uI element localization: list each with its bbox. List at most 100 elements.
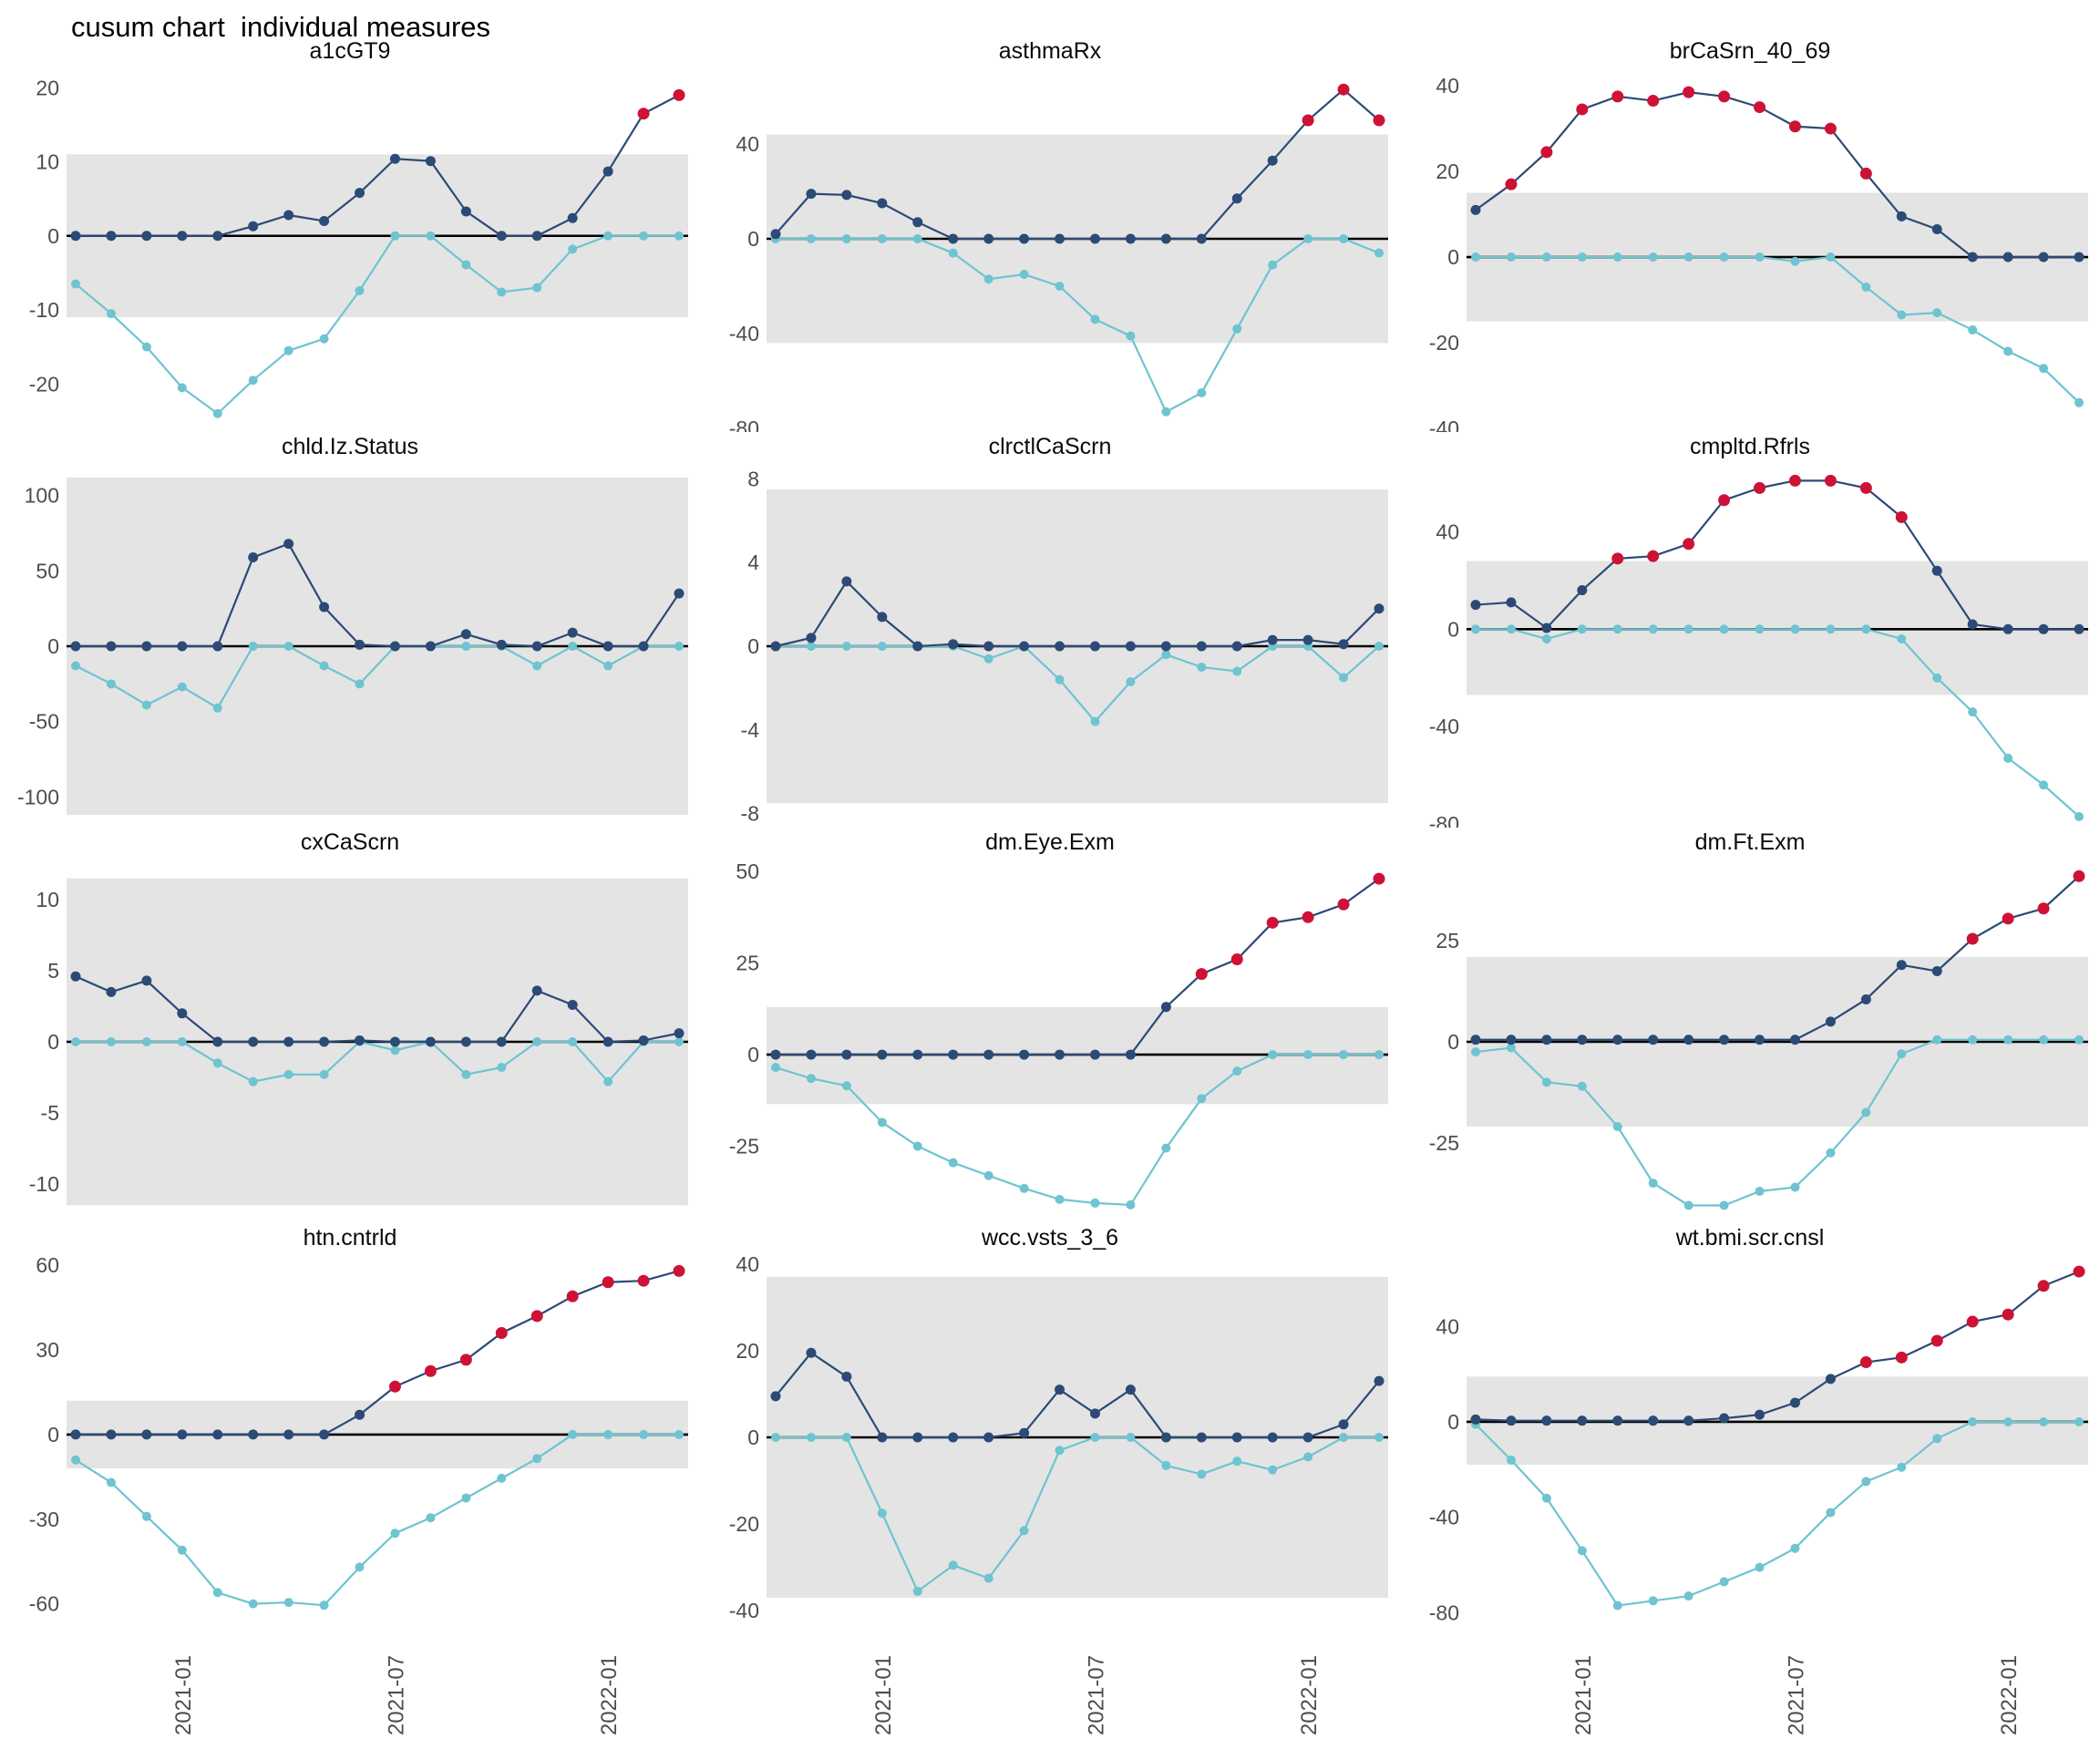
upper-cusum-point (355, 639, 365, 650)
facet-grid: a1cGT9 20 10 0 -10 -20 asthmaRx 40 0 -40 -80 br… (0, 36, 2100, 1742)
upper-cusum-point (1577, 585, 1588, 596)
upper-cusum-point (1577, 1415, 1588, 1426)
upper-cusum-point (141, 641, 152, 652)
y-tick-label: 100 (25, 484, 59, 508)
lower-cusum-point (2039, 780, 2049, 790)
lower-cusum-line (75, 1433, 679, 1607)
y-tick-label: 40 (1436, 74, 1459, 98)
upper-cusum-point (248, 1429, 259, 1440)
signal-point (1788, 474, 1801, 487)
y-tick-label: 0 (47, 1423, 59, 1446)
upper-cusum-point (1506, 1415, 1517, 1426)
lower-cusum-point (674, 642, 684, 651)
lower-cusum-point (1648, 252, 1658, 262)
lower-cusum-point (771, 1063, 780, 1073)
upper-cusum-point (806, 633, 817, 643)
upper-cusum-point (248, 552, 259, 562)
control-band (1467, 561, 2088, 695)
signal-point (1788, 120, 1801, 133)
signal-point (424, 1364, 437, 1377)
lower-cusum-point (1719, 252, 1729, 262)
facet-chart: 8 4 0 -4 -8 (741, 467, 1388, 826)
lower-cusum-point (212, 703, 222, 713)
y-tick-label: 0 (747, 1426, 759, 1449)
signal-point (1824, 474, 1837, 487)
upper-cusum-line (1475, 91, 2079, 259)
lower-cusum-point (983, 274, 993, 284)
upper-cusum-point (70, 641, 81, 652)
lower-cusum-point (497, 1473, 507, 1483)
upper-cusum-point (1019, 233, 1030, 244)
upper-cusum-point (1196, 233, 1207, 244)
lower-cusum-point (141, 342, 151, 352)
lower-cusum-point (1968, 1416, 1978, 1426)
y-tick-label: -10 (29, 1172, 59, 1196)
y-tick-label: 0 (1447, 1410, 1459, 1434)
upper-cusum-point (496, 639, 507, 650)
signal-point (1195, 968, 1208, 981)
signal-point (495, 1326, 508, 1339)
signal-point (1966, 1315, 1979, 1328)
lower-cusum-point (674, 231, 684, 241)
lower-cusum-line (1476, 628, 2080, 818)
upper-cusum-point (141, 975, 152, 986)
upper-cusum-line (775, 88, 1380, 241)
upper-cusum-point (806, 1049, 817, 1060)
lower-cusum-point (2074, 1416, 2084, 1426)
upper-cusum-point (212, 1036, 223, 1047)
lower-cusum-point (1541, 633, 1551, 643)
upper-cusum-point (355, 1409, 365, 1420)
lower-cusum-point (1790, 624, 1800, 634)
lower-cusum-point (248, 1599, 258, 1609)
lower-cusum-point (674, 1429, 684, 1439)
upper-cusum-point (106, 641, 117, 652)
upper-cusum-point (1577, 1035, 1588, 1045)
y-tick-label: -20 (1429, 331, 1459, 355)
lower-cusum-point (771, 1433, 780, 1442)
lower-cusum-point (639, 1429, 649, 1439)
facet-dm-Ft-Exm: dm.Ft.Exm 25 0 -25 (1400, 828, 2100, 1223)
signal-point (1683, 538, 1695, 551)
upper-cusum-point (283, 539, 294, 550)
lower-cusum-point (1577, 1081, 1587, 1091)
upper-cusum-point (177, 641, 188, 652)
upper-cusum-point (1789, 1035, 1800, 1045)
upper-cusum-point (283, 1429, 294, 1440)
upper-cusum-point (877, 1432, 888, 1443)
lower-cusum-point (283, 345, 293, 355)
lower-cusum-point (1932, 308, 1942, 318)
upper-cusum-point (1125, 1385, 1136, 1395)
lower-cusum-point (639, 231, 649, 241)
lower-cusum-point (177, 1545, 187, 1555)
signal-point (1895, 510, 1908, 523)
signal-point (2002, 1308, 2014, 1321)
facet-title: dm.Eye.Exm (985, 829, 1115, 855)
upper-cusum-point (1267, 155, 1278, 166)
upper-cusum-point (1302, 1432, 1313, 1443)
lower-cusum-point (1577, 1546, 1587, 1556)
upper-cusum-point (1719, 1413, 1730, 1424)
lower-cusum-point (983, 1573, 993, 1583)
lower-cusum-point (1197, 1094, 1207, 1104)
facet-chart: 40 0 -40 -80 2021-01 2021-07 2022-01 (1429, 1265, 2088, 1735)
upper-cusum-point (248, 221, 259, 232)
upper-cusum-point (141, 231, 152, 242)
y-tick-label: -100 (17, 785, 59, 808)
lower-cusum-point (106, 309, 116, 319)
upper-cusum-point (1825, 1016, 1836, 1027)
facet-title: cxCaScrn (300, 829, 400, 855)
lower-cusum-point (1612, 1122, 1622, 1132)
upper-cusum-point (1967, 619, 1978, 630)
lower-cusum-point (2039, 1035, 2049, 1045)
lower-cusum-point (2074, 397, 2084, 407)
upper-cusum-point (841, 576, 852, 587)
lower-cusum-point (1790, 256, 1800, 266)
lower-cusum-point (983, 1170, 993, 1180)
lower-cusum-point (283, 642, 293, 651)
lower-cusum-point (1968, 707, 1978, 717)
lower-cusum-point (1126, 677, 1136, 686)
lower-cusum-point (283, 1598, 293, 1608)
upper-cusum-point (1896, 211, 1907, 221)
upper-cusum-line (1476, 875, 2080, 1041)
upper-cusum-point (389, 641, 400, 652)
